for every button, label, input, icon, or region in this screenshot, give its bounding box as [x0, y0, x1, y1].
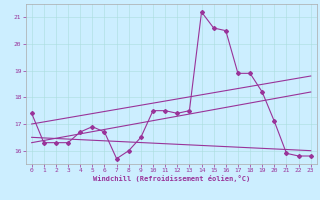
- X-axis label: Windchill (Refroidissement éolien,°C): Windchill (Refroidissement éolien,°C): [92, 175, 250, 182]
